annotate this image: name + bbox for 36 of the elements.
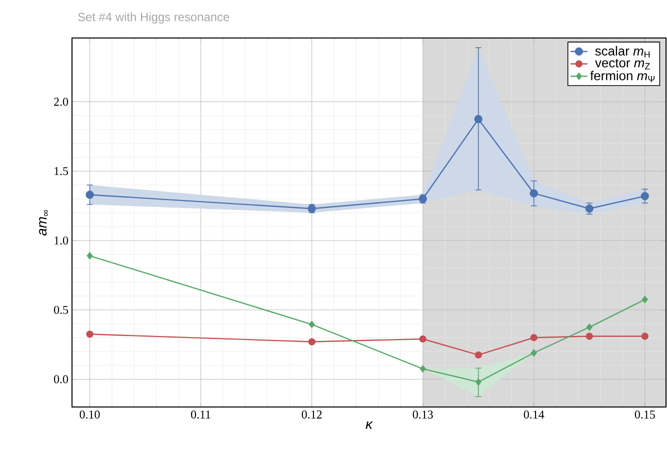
point — [530, 189, 538, 198]
point — [474, 115, 482, 124]
point — [308, 320, 315, 328]
y-axis-title: am$_{∞}$ — [39, 210, 48, 236]
point — [419, 335, 426, 343]
x-tick-label: 0.14 — [524, 410, 544, 419]
legend-label: fermion m$_{Ψ}$ — [590, 70, 655, 82]
legend-label: vector m$_{Z}$ — [595, 58, 650, 70]
point — [308, 338, 316, 346]
point — [640, 192, 649, 200]
point — [86, 252, 93, 260]
point — [586, 324, 592, 331]
point — [531, 349, 537, 356]
point — [641, 332, 648, 340]
point — [642, 296, 648, 304]
chart-title: Set #4 with Higgs resonance — [78, 12, 230, 24]
x-tick-label: 0.15 — [634, 410, 655, 419]
x-tick-label: 0.12 — [302, 410, 322, 419]
y-tick-label: 1.5 — [54, 167, 68, 176]
y-tick-label: 0.5 — [54, 306, 68, 314]
point — [530, 334, 538, 342]
x-tick-label: 0.10 — [80, 410, 100, 419]
x-tick-label: 0.13 — [412, 410, 433, 419]
y-tick-label: 2.0 — [54, 98, 68, 106]
point — [86, 330, 94, 338]
legend-label: scalar m$_{H}$ — [595, 46, 650, 58]
x-axis-title: κ — [366, 421, 374, 429]
y-tick-label: 0.0 — [54, 375, 68, 384]
point — [585, 204, 594, 213]
point — [476, 378, 482, 386]
point — [86, 190, 94, 199]
point — [586, 332, 593, 340]
point — [474, 351, 482, 359]
y-tick-label: 1.0 — [54, 236, 68, 245]
point — [420, 365, 426, 372]
x-tick-label: 0.11 — [191, 410, 210, 419]
